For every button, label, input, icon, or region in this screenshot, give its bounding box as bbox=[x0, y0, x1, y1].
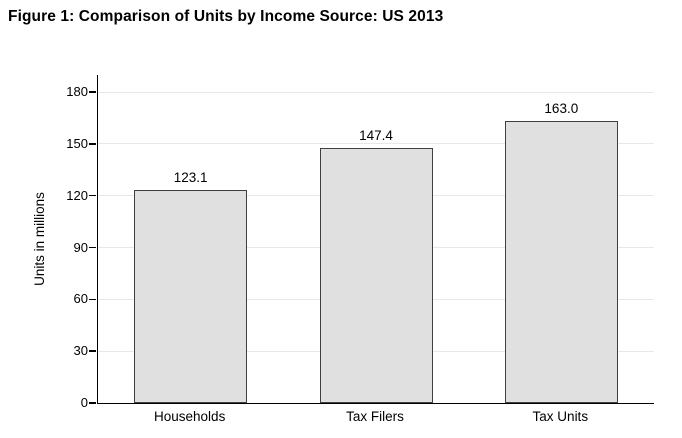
y-tick-label: 180 bbox=[66, 84, 88, 99]
y-tick-mark bbox=[89, 143, 97, 145]
y-tick-mark bbox=[89, 350, 97, 352]
bar-tax-units bbox=[504, 121, 618, 403]
bar-households bbox=[134, 190, 248, 403]
y-tick-mark bbox=[89, 402, 97, 404]
y-tick-label: 150 bbox=[66, 135, 88, 151]
y-tick-mark bbox=[89, 91, 97, 93]
y-tick-label: 120 bbox=[66, 187, 88, 203]
y-tick-mark bbox=[89, 194, 97, 197]
x-category-label: Tax Units bbox=[532, 409, 589, 424]
grid-line bbox=[98, 143, 654, 145]
bar-value-label: 123.1 bbox=[173, 170, 208, 186]
y-tick-mark bbox=[89, 298, 97, 301]
y-tick-label: 90 bbox=[73, 239, 88, 255]
bar-value-label: 147.4 bbox=[359, 128, 393, 144]
y-tick-label: 30 bbox=[73, 343, 88, 359]
bar-tax-filers bbox=[319, 148, 433, 403]
y-tick-label: 0 bbox=[80, 395, 88, 410]
plot-area: 123.1 147.4 163.0 bbox=[89, 75, 654, 404]
bar-value-label: 163.0 bbox=[544, 101, 579, 117]
figure-title: Figure 1: Comparison of Units by Income … bbox=[8, 8, 444, 25]
x-category-label: Households bbox=[154, 409, 226, 424]
x-category-label: Tax Filers bbox=[346, 409, 404, 424]
y-tick-mark bbox=[89, 246, 97, 249]
grid-line bbox=[98, 91, 654, 93]
y-tick-label: 60 bbox=[73, 291, 88, 307]
